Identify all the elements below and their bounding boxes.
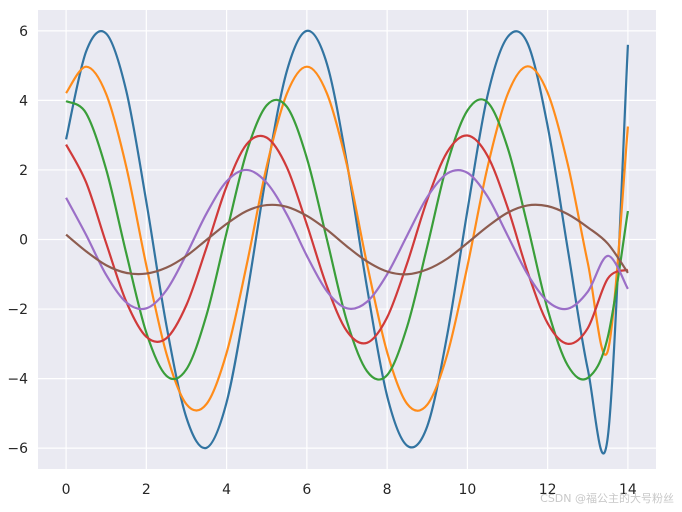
y-tick-label: −2 — [7, 302, 28, 318]
series-lines — [65, 29, 630, 455]
x-tick-label: 0 — [62, 482, 71, 498]
x-tick-label: 2 — [142, 482, 151, 498]
y-tick-label: −6 — [7, 441, 28, 457]
x-tick-label: 12 — [539, 482, 557, 498]
y-tick-label: 2 — [19, 163, 28, 179]
x-tick-label: 8 — [383, 482, 392, 498]
x-tick-label: 14 — [619, 482, 637, 498]
x-tick-label: 6 — [302, 482, 311, 498]
y-tick-label: 0 — [19, 233, 28, 249]
watermark-text: CSDN @福公主的大号粉丝 — [540, 492, 674, 505]
series-line-5 — [65, 168, 629, 311]
x-tick-labels: 0 2 4 6 8 10 12 14 — [62, 482, 637, 498]
y-tick-label: −4 — [7, 372, 28, 388]
series-line-6 — [65, 203, 629, 276]
series-line-3 — [65, 98, 629, 381]
y-tick-label: 4 — [19, 93, 28, 109]
x-tick-label: 10 — [458, 482, 476, 498]
series-line-4 — [65, 134, 629, 345]
y-tick-label: 6 — [19, 24, 28, 40]
x-tick-label: 4 — [222, 482, 231, 498]
y-tick-labels: −6 −4 −2 0 2 4 6 — [7, 24, 28, 457]
